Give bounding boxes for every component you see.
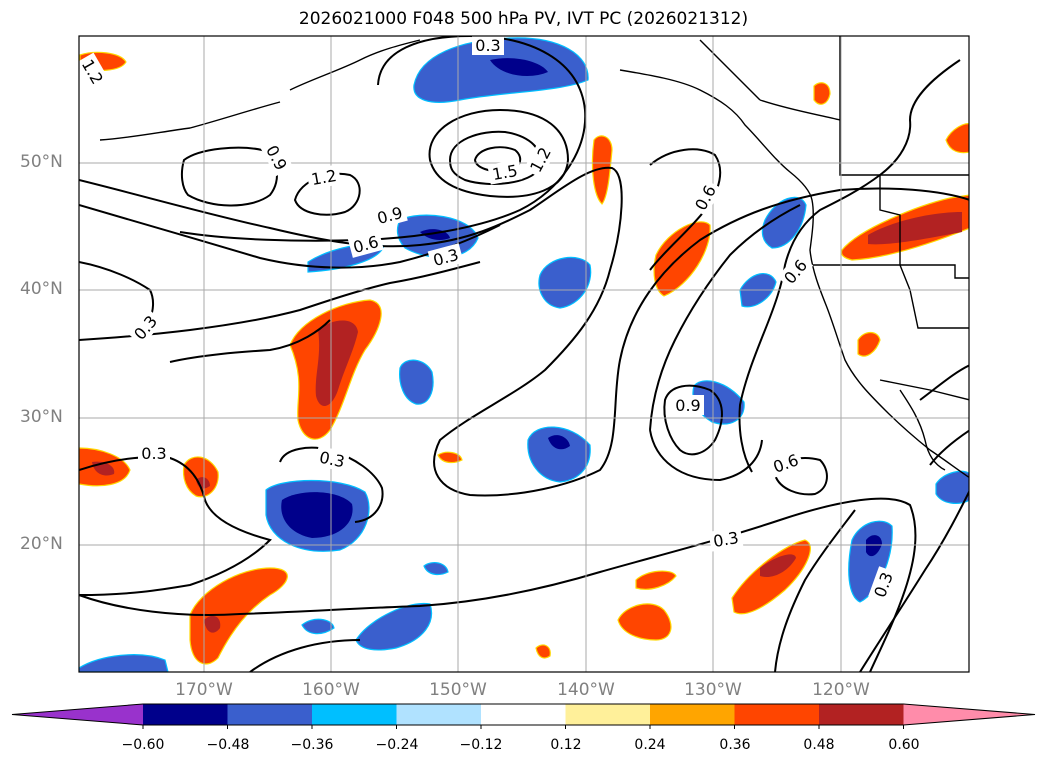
colorbar-label: −0.60 xyxy=(121,737,165,753)
colorbar-segment xyxy=(734,704,820,725)
lon-tick-label: 170°W xyxy=(175,680,233,700)
contour-labels: 1.20.30.91.2 1.5 1.20.90.60.30.60.60.30.90… xyxy=(79,36,898,604)
colorbar-segment xyxy=(396,704,482,725)
colorbar-segment xyxy=(312,704,397,725)
contour-label: 0.3 xyxy=(318,448,347,472)
colorbar-label: 0.12 xyxy=(550,737,582,753)
contour-label-background xyxy=(138,443,170,463)
colorbar-extend-low xyxy=(12,704,143,725)
colorbar-segment xyxy=(565,704,651,725)
contour-label-background xyxy=(868,566,898,604)
contour-label-background xyxy=(708,526,744,552)
lat-tick-label: 40°N xyxy=(20,279,63,299)
colorbar-label: 0.24 xyxy=(634,737,666,753)
contour-label-background xyxy=(314,445,350,473)
contour-label-background xyxy=(767,448,805,478)
lon-tick-label: 130°W xyxy=(684,680,742,700)
colorbar-segment xyxy=(227,704,313,725)
coastlines xyxy=(99,36,969,479)
colorbar-label: −0.24 xyxy=(375,737,419,753)
contour-label-background xyxy=(79,52,110,91)
graticule xyxy=(79,36,969,672)
colorbar-segment xyxy=(819,704,904,725)
lat-tick-label: 30°N xyxy=(20,407,63,427)
contour-label-background xyxy=(523,140,557,179)
lon-tick-label: 140°W xyxy=(557,680,615,700)
colorbar-label: −0.12 xyxy=(459,737,503,753)
colorbar-segment xyxy=(481,704,566,725)
colorbar-label: −0.36 xyxy=(290,737,334,753)
contour-label-background xyxy=(371,201,408,229)
colorbar-segment xyxy=(650,704,735,725)
contour-label: 1.2 xyxy=(310,166,338,189)
contour-label-background xyxy=(306,164,342,190)
colorbar-segment xyxy=(143,704,228,725)
lon-tick-label: 150°W xyxy=(429,680,487,700)
colorbar-label: 0.48 xyxy=(803,737,835,753)
contour-label-background xyxy=(347,230,384,258)
colorbar-label: 0.36 xyxy=(719,737,751,753)
contour-label-background xyxy=(672,395,704,415)
lat-tick-label: 50°N xyxy=(20,152,63,172)
contour-label: 0.3 xyxy=(141,444,166,463)
map-frame xyxy=(78,35,970,673)
colorbar-label: −0.48 xyxy=(206,737,250,753)
contour-label-background xyxy=(472,36,504,55)
contour-label-background xyxy=(127,308,164,347)
contour-label: 0.3 xyxy=(712,528,740,551)
lat-tick-label: 20°N xyxy=(20,534,63,554)
positive-anomaly-fills xyxy=(79,51,969,665)
colorbar xyxy=(11,703,1036,729)
colorbar-extend-high xyxy=(903,704,1035,725)
colorbar-label: 0.60 xyxy=(888,737,920,753)
contour-label-background xyxy=(688,178,722,217)
contour-label-background xyxy=(427,243,464,271)
lon-tick-label: 120°W xyxy=(812,680,870,700)
contour-label: 0.9 xyxy=(675,396,700,415)
map-title: 2026021000 F048 500 hPa PV, IVT PC (2026… xyxy=(298,9,749,29)
contour-label: 0.3 xyxy=(475,36,500,55)
contour-label-background xyxy=(260,138,294,177)
contour-label: 1.5 xyxy=(491,161,519,184)
contour-label-background xyxy=(487,159,523,185)
contour-label-background xyxy=(777,252,814,291)
lon-tick-label: 160°W xyxy=(302,680,360,700)
